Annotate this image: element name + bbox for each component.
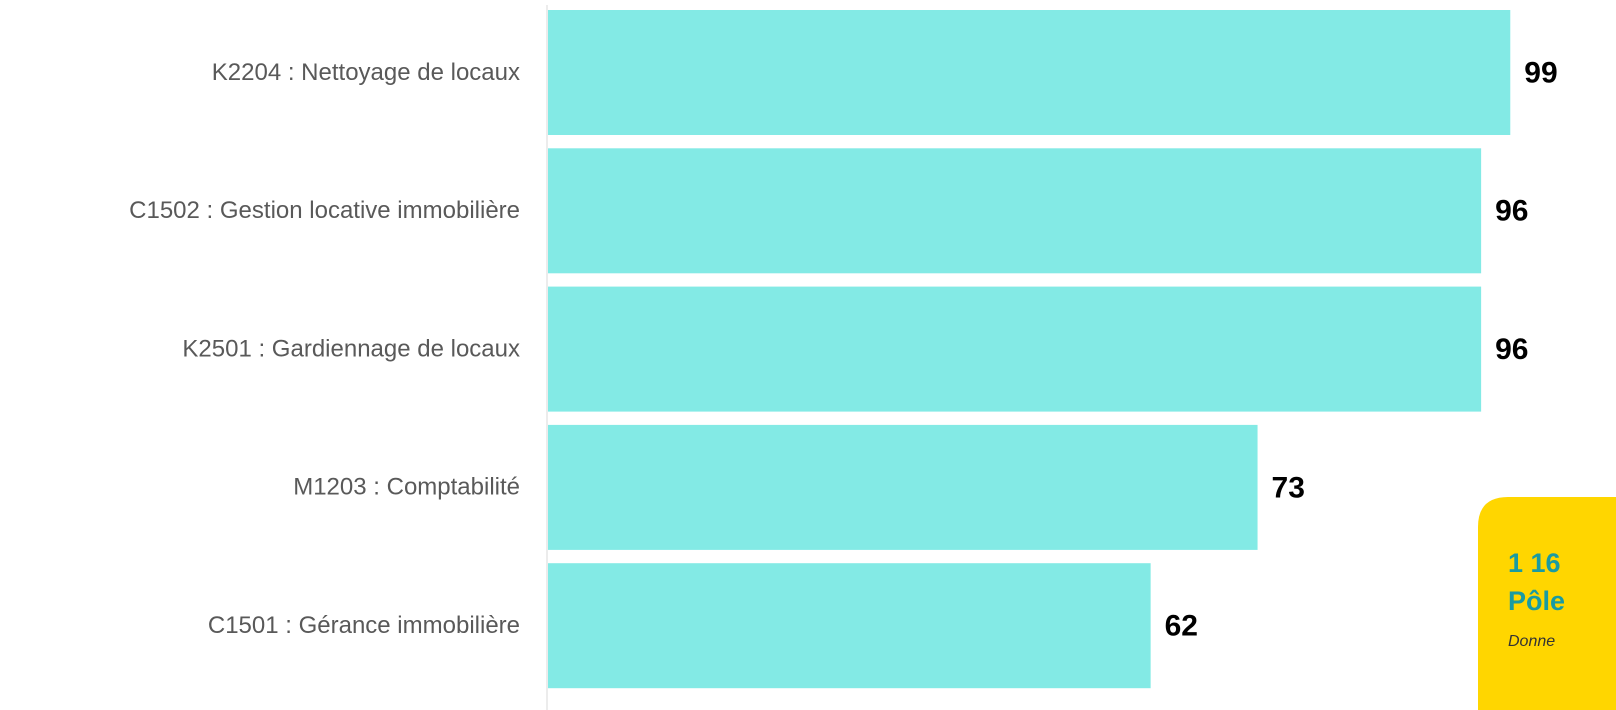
- value-label: 99: [1524, 56, 1557, 89]
- bar: [548, 148, 1482, 274]
- bar: [548, 424, 1258, 550]
- category-label: K2204 : Nettoyage de locaux: [212, 59, 520, 86]
- bar: [548, 563, 1151, 689]
- value-label: 62: [1165, 610, 1198, 643]
- info-box: 1 16 Pôle Donne: [1478, 497, 1616, 710]
- info-title: Pôle: [1508, 586, 1565, 616]
- bar: [548, 286, 1482, 412]
- info-source: Donne: [1508, 633, 1555, 650]
- category-label: K2501 : Gardiennage de locaux: [182, 335, 520, 362]
- info-number: 1 16: [1508, 548, 1561, 578]
- category-label: M1203 : Comptabilité: [293, 474, 520, 501]
- value-label: 73: [1272, 471, 1305, 504]
- info-box-bg: [1478, 497, 1616, 710]
- value-label: 96: [1495, 195, 1528, 228]
- category-label: C1501 : Gérance immobilière: [208, 612, 520, 639]
- bar: [548, 10, 1511, 135]
- value-label: 96: [1495, 333, 1528, 366]
- category-label: C1502 : Gestion locative immobilière: [129, 197, 520, 224]
